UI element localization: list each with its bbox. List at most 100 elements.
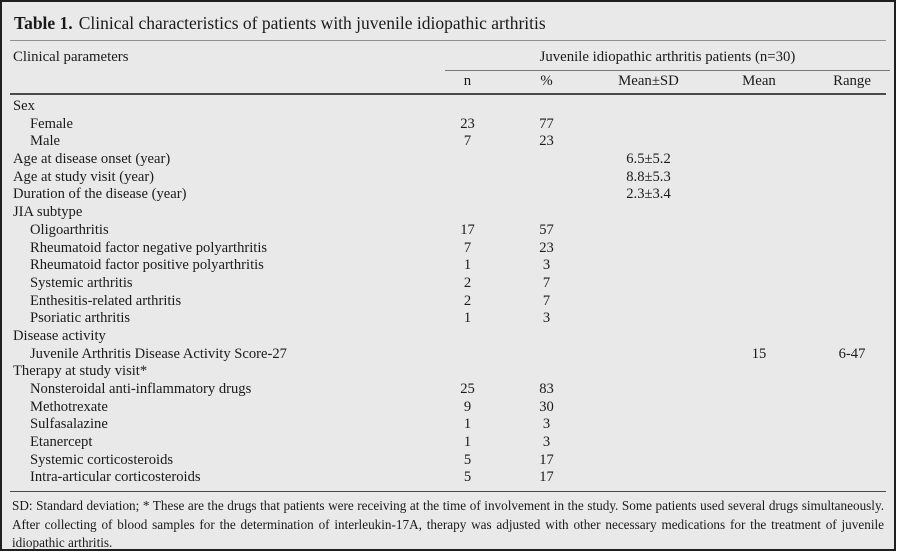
row-label: Male	[30, 133, 60, 150]
cell-percent: 3	[542, 416, 551, 433]
row-label: Rheumatoid factor negative polyarthritis	[30, 239, 268, 256]
cell-range	[814, 469, 890, 487]
cell-mean	[704, 98, 814, 116]
cell-range	[814, 169, 890, 187]
cell-n: 1	[463, 310, 472, 327]
cell-range	[814, 399, 890, 417]
row-label: Duration of the disease (year)	[13, 186, 187, 203]
table-row: Systemic corticosteroids 5 17	[10, 452, 886, 470]
cell-mean	[704, 169, 814, 187]
cell-mean-sd	[593, 240, 704, 258]
cell-range: 6-47	[838, 345, 866, 362]
cell-mean-sd	[593, 381, 704, 399]
column-header-n: n	[463, 73, 472, 89]
cell-range	[814, 275, 890, 293]
row-label: Age at study visit (year)	[13, 168, 155, 185]
cell-range	[814, 204, 890, 222]
cell-range	[814, 293, 890, 311]
cell-mean	[704, 452, 814, 470]
cell-n	[435, 363, 500, 381]
cell-n	[435, 151, 500, 169]
cell-n	[435, 186, 500, 204]
table-number: Table 1.	[14, 13, 73, 33]
cell-range	[814, 151, 890, 169]
cell-mean	[704, 469, 814, 487]
cell-n: 2	[463, 292, 472, 309]
cell-n	[435, 204, 500, 222]
cell-range	[814, 363, 890, 381]
cell-range	[814, 381, 890, 399]
table-row: Systemic arthritis 2 7	[10, 275, 886, 293]
row-label: Female	[30, 115, 73, 132]
table-row: Methotrexate 9 30	[10, 399, 886, 417]
cell-percent	[500, 151, 593, 169]
cell-mean	[704, 133, 814, 151]
cell-percent	[500, 363, 593, 381]
cell-mean	[704, 416, 814, 434]
row-label: Sex	[13, 98, 35, 114]
cell-percent: 57	[539, 221, 554, 238]
row-label: Systemic corticosteroids	[30, 451, 174, 468]
cell-mean	[704, 381, 814, 399]
cell-mean-sd: 2.3±3.4	[626, 186, 671, 203]
cell-mean	[704, 116, 814, 134]
cell-range	[814, 240, 890, 258]
column-header-mean-sd: Mean±SD	[618, 73, 679, 89]
table-body: Sex Female 23 77 Male 7 23 Age at diseas…	[2, 98, 894, 487]
cell-range	[814, 222, 890, 240]
cell-mean	[704, 399, 814, 417]
column-header-percent: %	[540, 73, 553, 89]
cell-mean-sd	[593, 399, 704, 417]
cell-percent: 77	[539, 115, 554, 132]
table-row: Nonsteroidal anti-inflammatory drugs 25 …	[10, 381, 886, 399]
cell-percent	[500, 98, 593, 116]
cell-percent: 30	[539, 398, 554, 415]
cell-mean	[704, 204, 814, 222]
cell-percent: 23	[539, 133, 554, 150]
cell-mean	[704, 293, 814, 311]
clinical-parameters-header: Clinical parameters	[13, 49, 129, 65]
row-label: Juvenile Arthritis Disease Activity Scor…	[30, 345, 287, 362]
column-header-range: Range	[833, 73, 871, 89]
cell-range	[814, 416, 890, 434]
row-label: Methotrexate	[30, 398, 108, 415]
cell-mean-sd	[593, 257, 704, 275]
row-label: Intra-articular corticosteroids	[30, 469, 201, 486]
table-row: Age at disease onset (year) 6.5±5.2	[10, 151, 886, 169]
cell-n: 1	[463, 257, 472, 274]
table-row: Intra-articular corticosteroids 5 17	[10, 469, 886, 487]
table-row: Duration of the disease (year) 2.3±3.4	[10, 186, 886, 204]
cell-range	[814, 328, 890, 346]
cell-percent	[500, 346, 593, 364]
row-label: Systemic arthritis	[30, 274, 133, 291]
cell-n: 1	[463, 416, 472, 433]
table-row: Female 23 77	[10, 116, 886, 134]
cell-mean	[704, 363, 814, 381]
cell-n: 17	[460, 221, 475, 238]
cell-mean-sd	[593, 416, 704, 434]
cell-percent	[500, 328, 593, 346]
row-label: Enthesitis-related arthritis	[30, 292, 182, 309]
row-label: Therapy at study visit*	[13, 363, 148, 380]
cell-percent: 7	[542, 292, 551, 309]
cell-percent: 3	[542, 434, 551, 451]
table-row: Rheumatoid factor negative polyarthritis…	[10, 240, 886, 258]
row-label: Etanercept	[30, 434, 93, 451]
cell-mean-sd	[593, 452, 704, 470]
cell-range	[814, 133, 890, 151]
cell-n: 25	[460, 381, 475, 397]
row-label: Age at disease onset (year)	[13, 151, 171, 168]
cell-mean-sd	[593, 116, 704, 134]
cell-n: 1	[463, 434, 472, 451]
table-row: Disease activity	[10, 328, 886, 346]
table-title: Table 1. Clinical characteristics of pati…	[2, 2, 894, 40]
cell-n	[435, 346, 500, 364]
cell-range	[814, 98, 890, 116]
cell-range	[814, 434, 890, 452]
table-row: Sulfasalazine 1 3	[10, 416, 886, 434]
cell-mean-sd	[593, 133, 704, 151]
table-row: Juvenile Arthritis Disease Activity Scor…	[10, 346, 886, 364]
cell-n: 2	[463, 274, 472, 291]
table-subheader-row: n % Mean±SD Mean Range	[10, 70, 886, 95]
